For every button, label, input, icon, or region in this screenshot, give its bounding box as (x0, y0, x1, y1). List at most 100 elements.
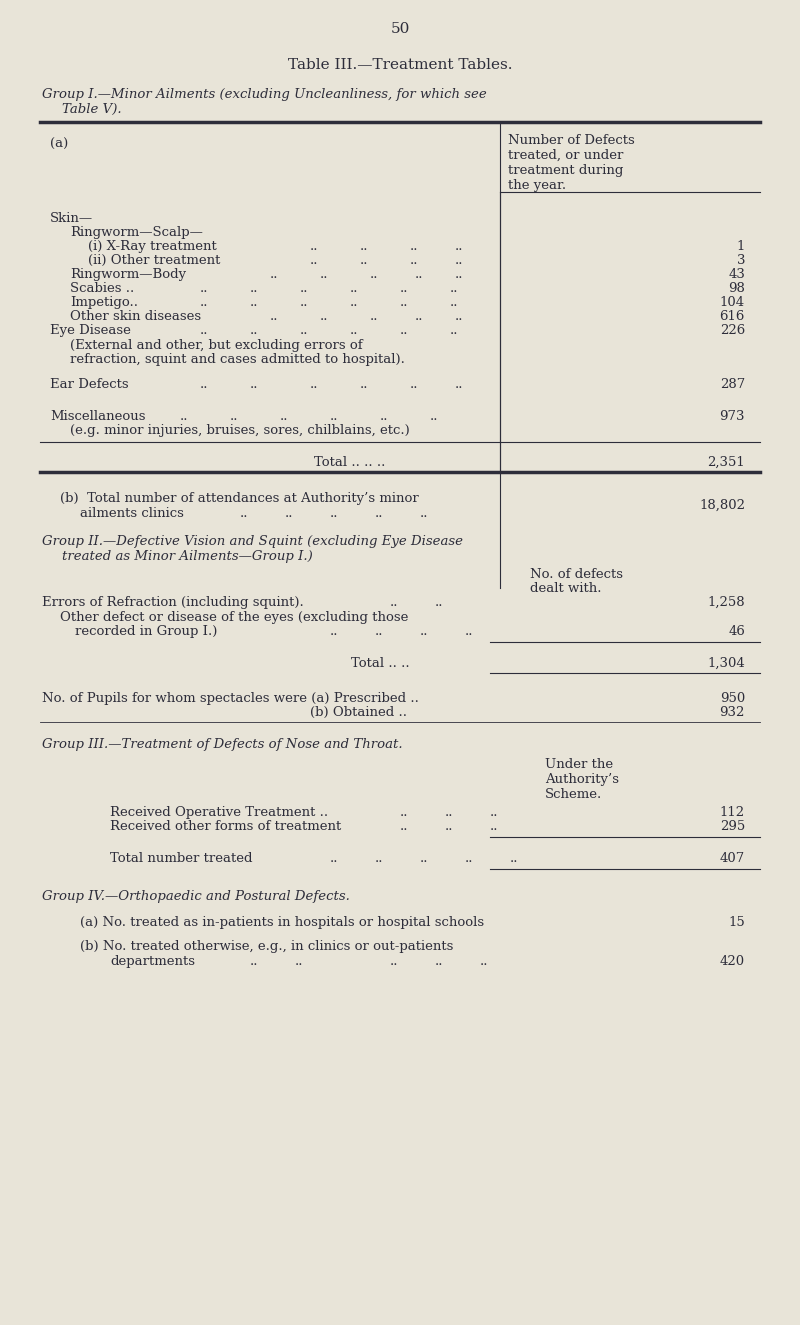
Text: Skin—: Skin— (50, 212, 93, 225)
Text: 420: 420 (720, 955, 745, 969)
Text: ..: .. (250, 295, 258, 309)
Text: dealt with.: dealt with. (530, 582, 602, 595)
Text: ..: .. (200, 295, 209, 309)
Text: departments: departments (110, 955, 195, 969)
Text: Under the: Under the (545, 758, 613, 771)
Text: Group III.—Treatment of Defects of Nose and Throat.: Group III.—Treatment of Defects of Nose … (42, 738, 402, 751)
Text: ..: .. (380, 409, 389, 423)
Text: ..: .. (200, 378, 209, 391)
Text: ..: .. (435, 596, 443, 610)
Text: ..: .. (400, 806, 409, 819)
Text: ..: .. (270, 310, 278, 323)
Text: No. of Pupils for whom spectacles were (a) Prescribed ..: No. of Pupils for whom spectacles were (… (42, 692, 419, 705)
Text: ..: .. (445, 806, 454, 819)
Text: Scheme.: Scheme. (545, 788, 602, 802)
Text: ..: .. (250, 955, 258, 969)
Text: ..: .. (400, 282, 409, 295)
Text: Scabies ..: Scabies .. (70, 282, 134, 295)
Text: ..: .. (320, 268, 329, 281)
Text: (External and other, but excluding errors of: (External and other, but excluding error… (70, 339, 362, 352)
Text: ..: .. (240, 507, 249, 519)
Text: ..: .. (400, 325, 409, 337)
Text: ..: .. (375, 852, 383, 865)
Text: Ringworm—Scalp—: Ringworm—Scalp— (70, 227, 203, 238)
Text: recorded in Group I.): recorded in Group I.) (75, 625, 218, 639)
Text: 18,802: 18,802 (699, 500, 745, 511)
Text: ..: .. (250, 282, 258, 295)
Text: 15: 15 (728, 916, 745, 929)
Text: ..: .. (330, 409, 338, 423)
Text: refraction, squint and cases admitted to hospital).: refraction, squint and cases admitted to… (70, 352, 405, 366)
Text: ..: .. (300, 295, 309, 309)
Text: Miscellaneous: Miscellaneous (50, 409, 146, 423)
Text: ..: .. (455, 254, 463, 268)
Text: Eye Disease: Eye Disease (50, 325, 131, 337)
Text: ..: .. (250, 378, 258, 391)
Text: ..: .. (230, 409, 238, 423)
Text: 287: 287 (720, 378, 745, 391)
Text: ..: .. (390, 955, 398, 969)
Text: 43: 43 (728, 268, 745, 281)
Text: Total .. .. ..: Total .. .. .. (314, 456, 386, 469)
Text: ..: .. (420, 852, 429, 865)
Text: ..: .. (445, 820, 454, 833)
Text: ..: .. (270, 268, 278, 281)
Text: ..: .. (450, 325, 458, 337)
Text: ..: .. (375, 507, 383, 519)
Text: ..: .. (435, 955, 443, 969)
Text: (ii) Other treatment: (ii) Other treatment (88, 254, 220, 268)
Text: Number of Defects: Number of Defects (508, 134, 634, 147)
Text: ..: .. (180, 409, 189, 423)
Text: ..: .. (410, 240, 418, 253)
Text: 104: 104 (720, 295, 745, 309)
Text: ..: .. (415, 310, 423, 323)
Text: ..: .. (285, 507, 294, 519)
Text: ..: .. (310, 378, 318, 391)
Text: ..: .. (250, 325, 258, 337)
Text: ..: .. (420, 625, 429, 639)
Text: (i) X-Ray treatment: (i) X-Ray treatment (88, 240, 217, 253)
Text: Received Operative Treatment ..: Received Operative Treatment .. (110, 806, 328, 819)
Text: ..: .. (320, 310, 329, 323)
Text: ..: .. (415, 268, 423, 281)
Text: ..: .. (410, 378, 418, 391)
Text: ..: .. (330, 507, 338, 519)
Text: ..: .. (390, 596, 398, 610)
Text: Group I.—Minor Ailments (excluding Uncleanliness, for which see: Group I.—Minor Ailments (excluding Uncle… (42, 87, 486, 101)
Text: 46: 46 (728, 625, 745, 639)
Text: ..: .. (480, 955, 489, 969)
Text: ..: .. (455, 268, 463, 281)
Text: 295: 295 (720, 820, 745, 833)
Text: ..: .. (455, 310, 463, 323)
Text: ..: .. (450, 295, 458, 309)
Text: (b) No. treated otherwise, e.g., in clinics or out-patients: (b) No. treated otherwise, e.g., in clin… (80, 939, 454, 953)
Text: ..: .. (490, 806, 498, 819)
Text: ..: .. (200, 282, 209, 295)
Text: Table III.—Treatment Tables.: Table III.—Treatment Tables. (288, 58, 512, 72)
Text: 1,258: 1,258 (707, 596, 745, 610)
Text: ..: .. (360, 378, 369, 391)
Text: ..: .. (370, 268, 378, 281)
Text: 98: 98 (728, 282, 745, 295)
Text: ..: .. (465, 625, 474, 639)
Text: ..: .. (200, 325, 209, 337)
Text: Impetigo..: Impetigo.. (70, 295, 138, 309)
Text: ..: .. (510, 852, 518, 865)
Text: ..: .. (360, 254, 369, 268)
Text: ..: .. (350, 325, 358, 337)
Text: Other defect or disease of the eyes (excluding those: Other defect or disease of the eyes (exc… (60, 611, 408, 624)
Text: No. of defects: No. of defects (530, 568, 623, 580)
Text: ..: .. (400, 820, 409, 833)
Text: 950: 950 (720, 692, 745, 705)
Text: 407: 407 (720, 852, 745, 865)
Text: ..: .. (300, 325, 309, 337)
Text: (a): (a) (50, 138, 68, 151)
Text: ..: .. (330, 625, 338, 639)
Text: 3: 3 (737, 254, 745, 268)
Text: ..: .. (455, 378, 463, 391)
Text: ..: .. (455, 240, 463, 253)
Text: ..: .. (330, 852, 338, 865)
Text: Authority’s: Authority’s (545, 772, 619, 786)
Text: Total number treated: Total number treated (110, 852, 253, 865)
Text: ..: .. (450, 282, 458, 295)
